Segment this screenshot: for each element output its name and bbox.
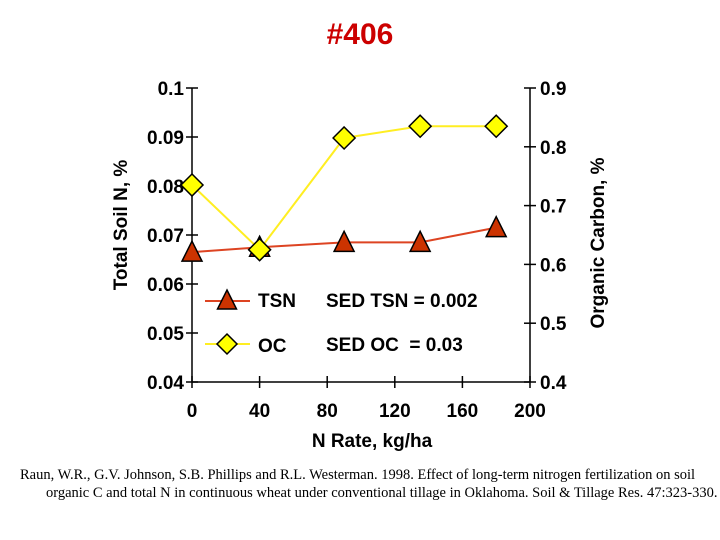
left-tick-label: 0.04: [147, 373, 184, 394]
annotation-sed-oc: SED OC = 0.03: [326, 335, 463, 356]
x-axis-title: N Rate, kg/ha: [312, 431, 433, 452]
oc-data-point: [408, 114, 433, 139]
oc-data-point: [247, 237, 272, 262]
oc-data-point: [332, 125, 357, 151]
tsn-data-point: [484, 214, 508, 238]
right-y-axis: 0.4 0.5 0.6 0.7 0.8 0.9: [524, 79, 567, 394]
annotations: SED TSN = 0.002 SED OC = 0.03: [326, 291, 478, 356]
chart: 0.04 0.05 0.06 0.07 0.08 0.09 0.1 0.4 0.5 0.6 0.7…: [111, 79, 609, 452]
x-axis: 0 40 80 120 160 200: [187, 376, 546, 422]
left-tick-label: 0.09: [147, 128, 184, 149]
legend-oc-marker: [215, 332, 239, 356]
series-layer: [179, 114, 509, 262]
legend: TSN OC: [205, 288, 296, 357]
left-tick-label: 0.08: [147, 177, 184, 198]
right-tick-label: 0.5: [540, 314, 567, 335]
x-tick-label: 120: [379, 401, 411, 422]
x-tick-label: 160: [447, 401, 479, 422]
right-tick-label: 0.6: [540, 255, 566, 276]
x-tick-label: 40: [249, 401, 270, 422]
right-tick-label: 0.8: [540, 138, 566, 159]
left-tick-label: 0.1: [158, 79, 185, 100]
legend-tsn-label: TSN: [258, 291, 296, 312]
right-tick-label: 0.9: [540, 79, 566, 100]
right-tick-label: 0.4: [540, 373, 567, 394]
slide-title: #406: [326, 18, 394, 51]
x-tick-label: 0: [187, 401, 198, 422]
right-tick-label: 0.7: [540, 197, 566, 218]
annotation-sed-tsn: SED TSN = 0.002: [326, 291, 478, 312]
x-tick-label: 200: [514, 401, 546, 422]
tsn-data-point: [408, 229, 432, 253]
tsn-data-point: [332, 229, 356, 253]
left-tick-label: 0.06: [147, 275, 184, 296]
x-tick-label: 80: [317, 401, 338, 422]
legend-oc-label: OC: [258, 336, 287, 357]
left-tick-label: 0.05: [147, 324, 184, 345]
oc-data-point: [179, 172, 205, 198]
right-y-axis-title: Organic Carbon, %: [588, 157, 609, 328]
citation: Raun, W.R., G.V. Johnson, S.B. Phillips …: [20, 467, 718, 501]
left-tick-label: 0.07: [147, 226, 184, 247]
legend-tsn-marker: [216, 288, 238, 310]
left-y-axis-title: Total Soil N, %: [111, 160, 132, 291]
left-y-axis: 0.04 0.05 0.06 0.07 0.08 0.09 0.1: [147, 79, 198, 394]
oc-data-point: [484, 114, 509, 139]
tsn-data-point: [180, 239, 204, 262]
